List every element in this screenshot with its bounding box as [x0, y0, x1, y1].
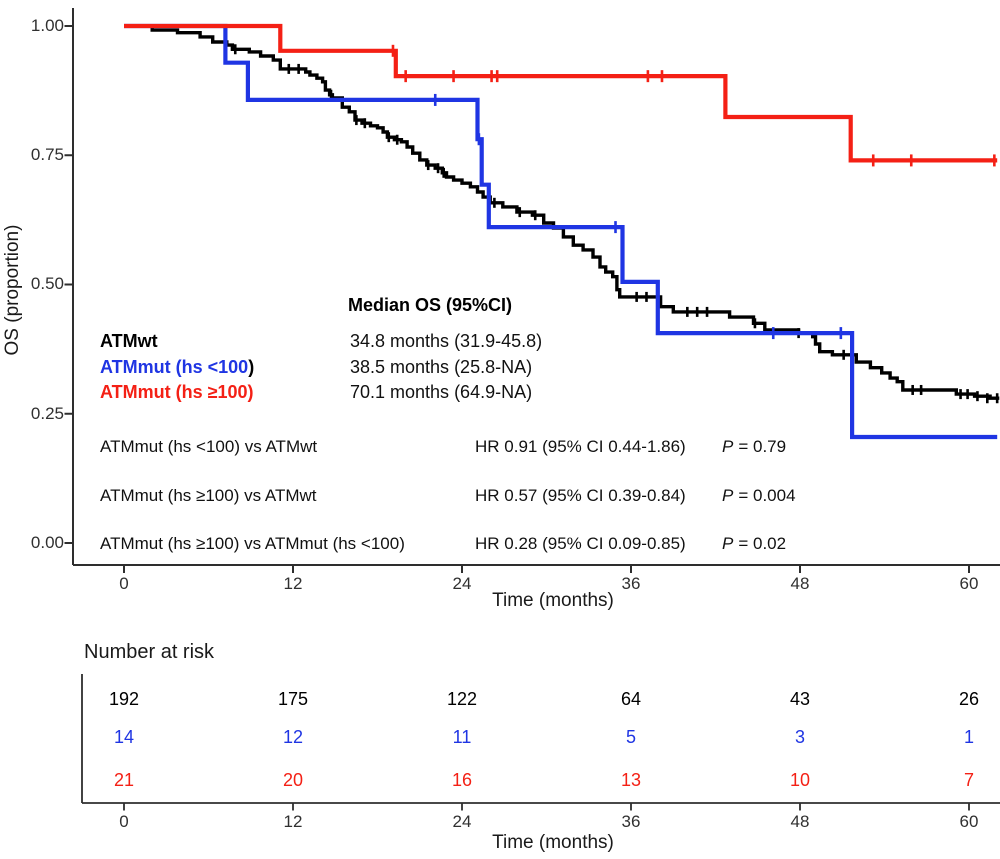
risk-count: 7: [963, 770, 974, 790]
hazard-ratio: HR 0.57 (95% CI 0.39-0.84): [475, 486, 686, 505]
km-curve-atmmut-hs-lt100: [124, 23, 998, 440]
p-symbol: P: [722, 534, 734, 553]
risk-x-axis-title: Time (months): [492, 832, 614, 853]
km-curve-atmwt: [124, 24, 1000, 400]
median-value-atmmut-lt100: 38.5 months (25.8-NA): [350, 357, 533, 377]
x-tick-label: 0: [119, 574, 129, 593]
km-curve-atmmut-hs-ge100: [124, 23, 998, 163]
risk-x-tick-label: 48: [790, 812, 810, 831]
legend-label-text: ATMwt: [100, 331, 158, 351]
risk-count: 175: [277, 689, 309, 709]
risk-count: 43: [789, 689, 811, 709]
risk-table-heading: Number at risk: [84, 641, 215, 663]
x-tick-label: 36: [621, 574, 641, 593]
x-tick-label: 48: [790, 574, 810, 593]
p-symbol: P: [722, 437, 734, 456]
y-tick-label: 1.00: [30, 16, 64, 35]
legend-label-atmmut-lt100: ATMmut (hs <100): [100, 356, 254, 379]
risk-count: 13: [620, 770, 642, 790]
y-tick-label: 0.50: [30, 274, 64, 293]
p-number: = 0.02: [738, 534, 787, 553]
median-value-atmwt: 34.8 months (31.9-45.8): [350, 331, 543, 351]
legend-label-suffix: ): [248, 357, 255, 377]
p-symbol: P: [722, 486, 734, 505]
y-tick-label: 0.75: [30, 145, 64, 164]
p-value: P = 0.79: [722, 436, 786, 458]
risk-count: 192: [108, 689, 140, 709]
risk-x-tick-label: 24: [452, 812, 472, 831]
risk-count: 14: [113, 727, 135, 747]
x-tick-label: 60: [959, 574, 979, 593]
comparison-label: ATMmut (hs ≥100) vs ATMmut (hs <100): [100, 534, 405, 553]
hazard-ratio: HR 0.28 (95% CI 0.09-0.85): [475, 534, 686, 553]
median-os-header: Median OS (95%CI): [348, 295, 513, 315]
risk-x-tick-label: 12: [283, 812, 303, 831]
risk-count: 5: [625, 727, 636, 747]
median-value-atmmut-ge100: 70.1 months (64.9-NA): [350, 382, 533, 402]
risk-count: 21: [113, 770, 135, 790]
x-tick-label: 12: [283, 574, 303, 593]
risk-count: 10: [789, 770, 811, 790]
risk-count: 20: [282, 770, 304, 790]
comparison-label: ATMmut (hs <100) vs ATMwt: [100, 437, 318, 456]
y-tick-label: 0.25: [30, 404, 64, 423]
risk-count: 1: [963, 727, 974, 747]
p-number: = 0.004: [738, 486, 796, 505]
legend-label-atmwt: ATMwt: [100, 330, 158, 353]
x-axis-title: Time (months): [492, 590, 614, 611]
risk-count: 64: [620, 689, 642, 709]
legend-label-text: ATMmut (hs <100: [100, 357, 249, 377]
risk-x-tick-label: 60: [959, 812, 979, 831]
x-tick-label: 24: [452, 574, 472, 593]
p-value: P = 0.004: [722, 485, 796, 507]
y-tick-label: 0.00: [30, 533, 64, 552]
risk-x-tick-label: 36: [621, 812, 641, 831]
risk-count: 16: [451, 770, 473, 790]
risk-count: 26: [958, 689, 980, 709]
legend-label-text: ATMmut (hs ≥100): [100, 382, 254, 402]
risk-count: 11: [452, 727, 472, 747]
risk-count: 122: [446, 689, 478, 709]
risk-count: 12: [282, 727, 304, 747]
p-value: P = 0.02: [722, 533, 786, 555]
hazard-ratio: HR 0.91 (95% CI 0.44-1.86): [475, 437, 686, 456]
comparison-label: ATMmut (hs ≥100) vs ATMwt: [100, 486, 317, 505]
risk-count: 3: [794, 727, 805, 747]
risk-x-tick-label: 0: [119, 812, 129, 831]
legend-label-atmmut-ge100: ATMmut (hs ≥100): [100, 381, 254, 404]
p-number: = 0.79: [738, 437, 787, 456]
